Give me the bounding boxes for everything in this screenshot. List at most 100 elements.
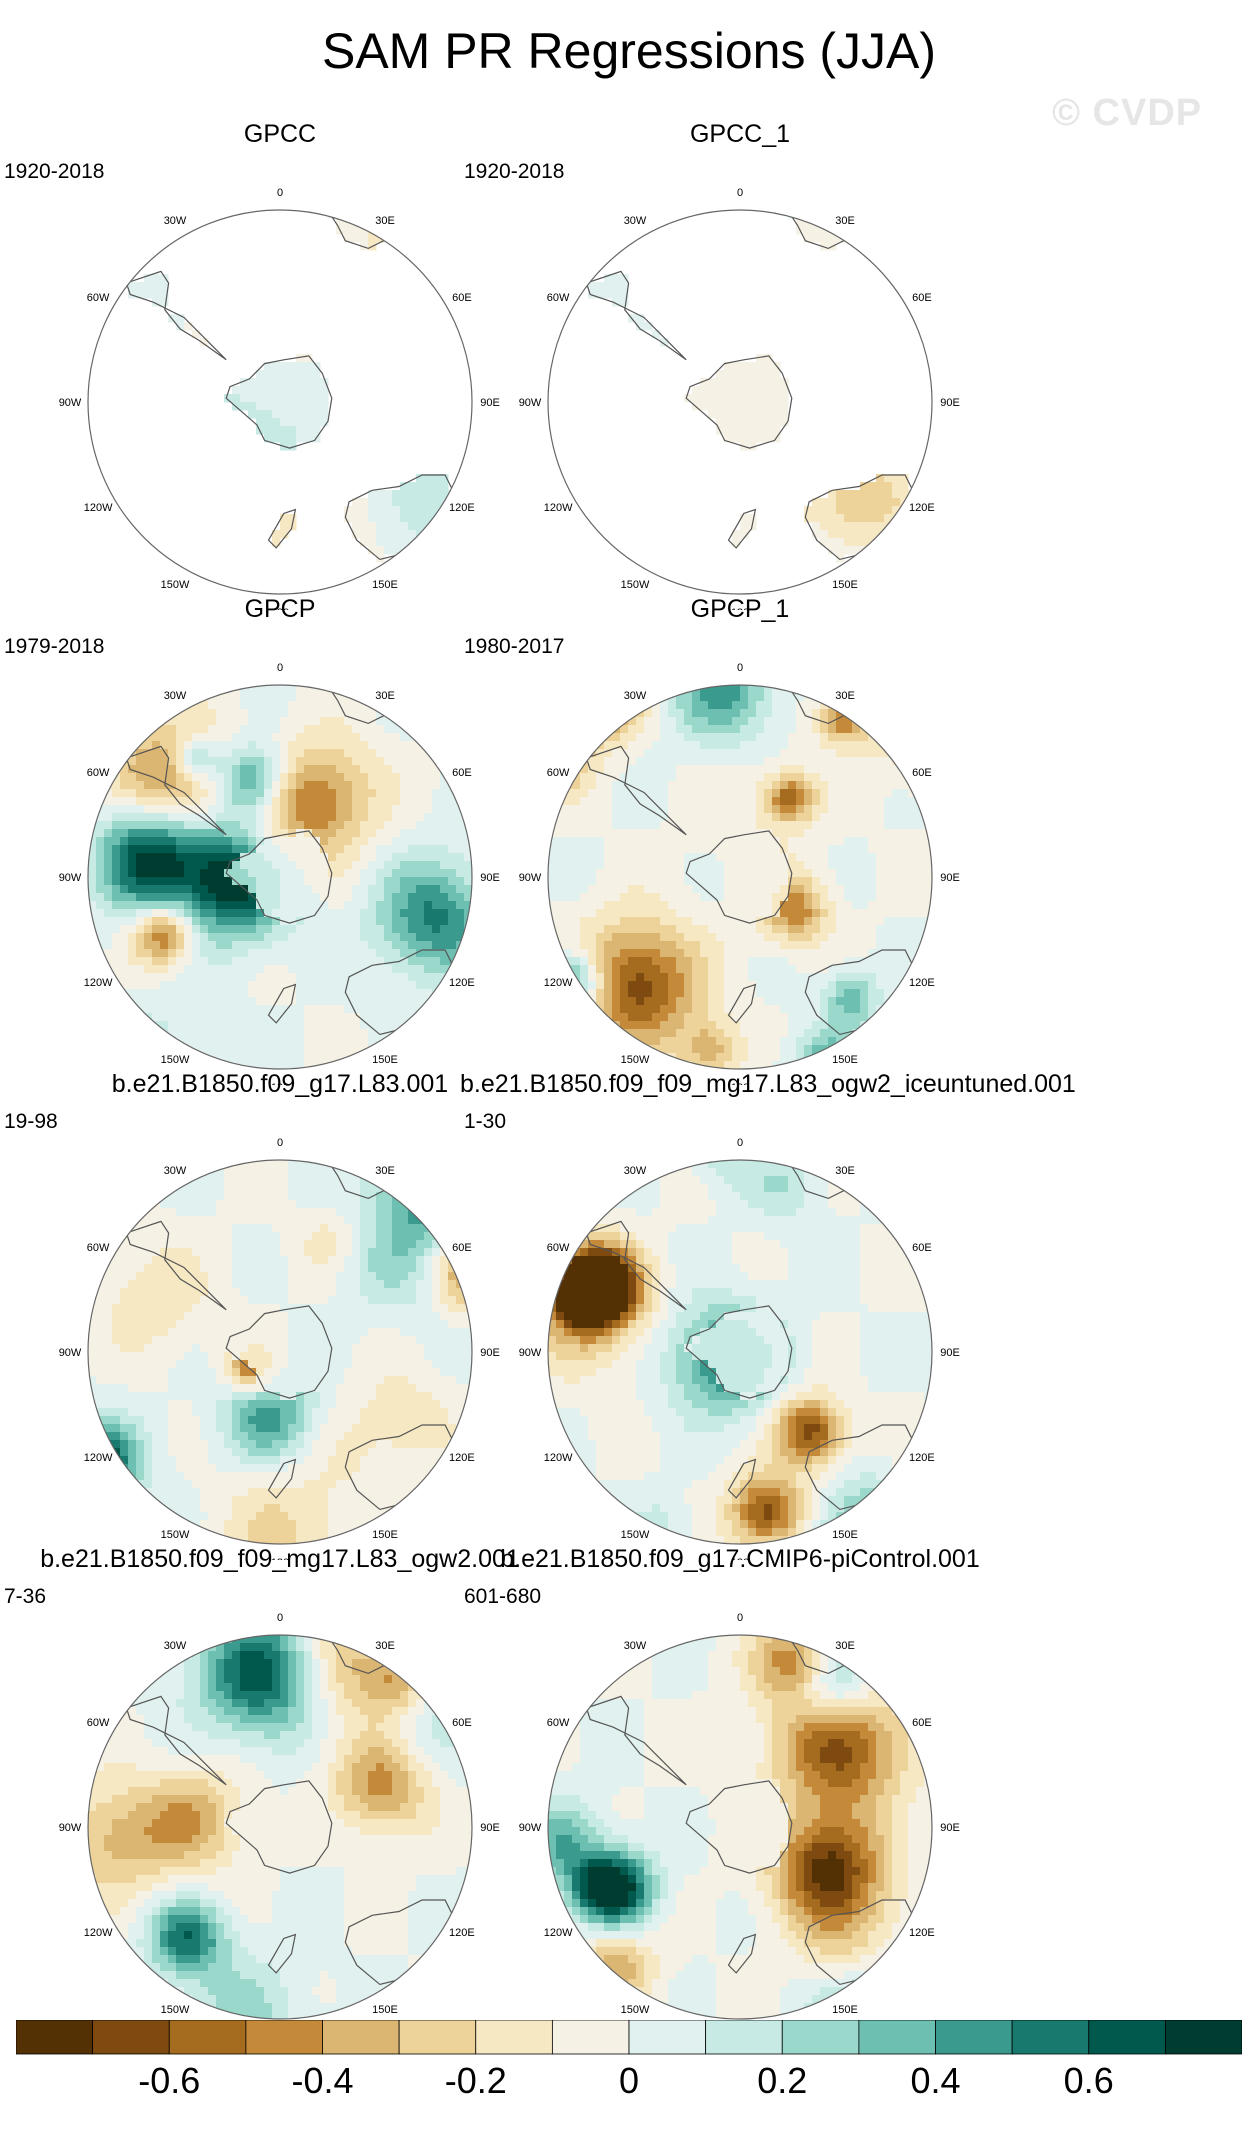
lon-label: 180: [731, 1557, 749, 1560]
lon-label: 120E: [449, 1927, 475, 1939]
lon-label: 120W: [544, 977, 573, 989]
colorbar-tick-label: -0.6: [138, 2060, 201, 2101]
lon-label: 0: [277, 1137, 283, 1149]
lon-label: 150E: [832, 1529, 858, 1541]
lon-label: 150W: [161, 579, 190, 591]
lon-label: 90E: [940, 1347, 960, 1359]
panel-period: 1979-2018: [4, 635, 105, 658]
map-panel-gpcp: GPCP 1979-2018 0 30E 60E 90E 120E 150E 180 150W 12…: [0, 595, 560, 1085]
lon-label: 0: [277, 1612, 283, 1624]
map-panel-m2: b.e21.B1850.f09_f09_mg17.L83_ogw2_iceunt…: [460, 1070, 1076, 1560]
lon-label: 90E: [940, 1822, 960, 1834]
lon-label: 150W: [161, 2004, 190, 2016]
lon-label: 30W: [164, 1165, 187, 1177]
lon-label: 60W: [547, 1242, 570, 1254]
colorbar-swatch: [781, 2020, 860, 2055]
lon-label: 180: [271, 1082, 289, 1085]
lon-label: 120W: [84, 977, 113, 989]
lon-label: 30E: [835, 215, 855, 227]
lon-label: 180: [731, 607, 749, 610]
cvdp-watermark: © CVDP: [1052, 92, 1203, 134]
lon-label: 90W: [59, 397, 82, 409]
panel-title: b.e21.B1850.f09_g17.L83.001: [111, 1070, 449, 1098]
colorbar-swatch: [322, 2020, 400, 2055]
lon-label: 150W: [621, 1529, 650, 1541]
lon-label: 120W: [544, 502, 573, 514]
panel-title: GPCP: [244, 595, 316, 623]
lon-label: 0: [737, 187, 743, 199]
lon-label: 90W: [59, 1347, 82, 1359]
polar-map: 030E60E90E120E150E180150W120W90W60W30W: [519, 1612, 960, 2035]
lon-label: 0: [277, 662, 283, 674]
lon-label: 120E: [909, 1927, 935, 1939]
lon-label: 30W: [624, 215, 647, 227]
lon-label: 150W: [621, 2004, 650, 2016]
panel-title: b.e21.B1850.f09_g17.CMIP6-piControl.001: [500, 1545, 980, 1573]
lon-label: 120E: [449, 1452, 475, 1464]
polar-map: 030E60E90E120E150E180150W120W90W60W30W: [59, 187, 500, 610]
panel-period: 19-98: [4, 1110, 58, 1133]
panel-period: 1920-2018: [4, 160, 105, 183]
colorbar-tick-label: -0.2: [444, 2060, 507, 2101]
lon-label: 60W: [547, 767, 570, 779]
lon-label: 90E: [480, 397, 500, 409]
lon-label: 180: [271, 607, 289, 610]
map-panel-gpcp1: GPCP_1 1980-2017 0 30E 60E 90E 120E 150E 180 150W…: [460, 595, 1020, 1085]
polar-map: 030E60E90E120E150E180150W120W90W60W30W: [59, 1612, 500, 2035]
panel-period: 1980-2017: [464, 635, 565, 658]
lon-label: 60E: [912, 292, 932, 304]
lon-label: 60E: [912, 1717, 932, 1729]
lon-label: 30E: [375, 690, 395, 702]
lon-label: 120W: [544, 1452, 573, 1464]
lon-label: 60W: [87, 767, 110, 779]
lon-label: 150E: [372, 579, 398, 591]
colorbar-swatch: [16, 2020, 94, 2055]
lon-label: 60E: [452, 1242, 472, 1254]
lon-label: 90W: [519, 872, 542, 884]
lon-label: 60E: [452, 767, 472, 779]
colorbar-swatch: [935, 2020, 1013, 2055]
lon-label: 90E: [480, 872, 500, 884]
lon-label: 150E: [832, 1054, 858, 1066]
lon-label: 30W: [624, 1640, 647, 1652]
colorbar-swatch: [475, 2020, 553, 2055]
colorbar-tick-label: 0.4: [910, 2060, 961, 2101]
panel-period: 7-36: [4, 1585, 47, 1608]
lon-label: 150E: [372, 1529, 398, 1541]
lon-label: 90E: [940, 397, 960, 409]
lon-label: 60W: [87, 292, 110, 304]
colorbar-swatch: [1088, 2020, 1166, 2055]
lon-label: 90W: [519, 397, 542, 409]
lon-label: 150E: [372, 2004, 398, 2016]
lon-label: 90E: [480, 1347, 500, 1359]
colorbar-tick-label: 0.6: [1063, 2060, 1114, 2101]
lon-label: 60E: [912, 767, 932, 779]
lon-label: 150W: [161, 1054, 190, 1066]
lon-label: 30W: [164, 1640, 187, 1652]
lon-label: 30E: [835, 690, 855, 702]
lon-label: 90E: [480, 1822, 500, 1834]
colorbar-swatch: [398, 2020, 477, 2055]
lon-label: 60W: [87, 1242, 110, 1254]
lon-label: 90W: [59, 1822, 82, 1834]
polar-map: 030E60E90E120E150E180150W120W90W60W30W: [519, 662, 960, 1085]
lon-label: 180: [731, 1082, 749, 1085]
lon-label: 0: [277, 187, 283, 199]
lon-label: 60W: [87, 1717, 110, 1729]
lon-label: 120W: [544, 1927, 573, 1939]
lon-label: 30E: [375, 215, 395, 227]
colorbar-swatch: [551, 2020, 630, 2055]
lon-label: 150W: [161, 1529, 190, 1541]
colorbar-swatch: [858, 2020, 936, 2055]
polar-map: 030E60E90E120E150E180150W120W90W60W30W: [519, 1137, 960, 1560]
panel-title: b.e21.B1850.f09_f09_mg17.L83_ogw2.001: [40, 1545, 520, 1573]
polar-map: 030E60E90E120E150E180150W120W90W60W30W: [519, 187, 960, 610]
lon-label: 30E: [375, 1165, 395, 1177]
colorbar-swatch: [628, 2020, 707, 2055]
lon-label: 150E: [832, 579, 858, 591]
lon-label: 30W: [164, 215, 187, 227]
lon-label: 90W: [519, 1347, 542, 1359]
map-panel-m4: b.e21.B1850.f09_g17.CMIP6-piControl.001 6…: [460, 1545, 1020, 2035]
lon-label: 120W: [84, 502, 113, 514]
lon-label: 120E: [449, 502, 475, 514]
